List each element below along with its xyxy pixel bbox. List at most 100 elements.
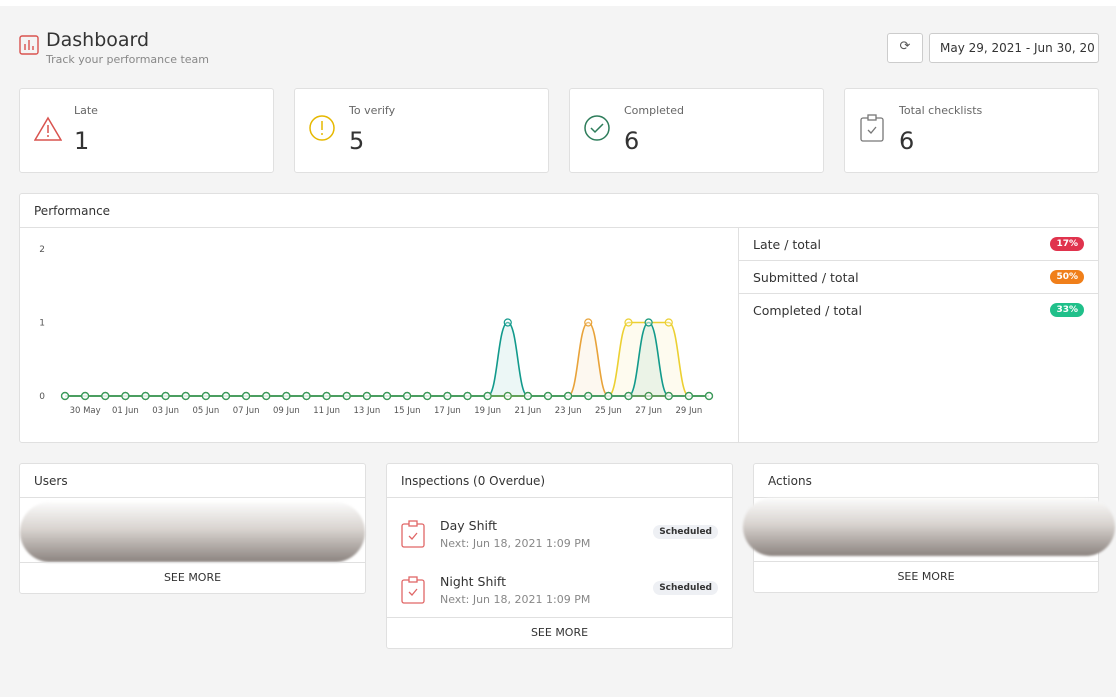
x-tick-label: 19 Jun (474, 406, 501, 416)
ratio-completed: Completed / total 33% (739, 294, 1098, 327)
series-area (65, 322, 709, 396)
data-point (342, 391, 351, 401)
ratio-list: Late / total 17% Submitted / total 50% Com… (738, 228, 1098, 442)
stat-value: 6 (899, 127, 915, 155)
data-point (282, 391, 291, 401)
clipboard-check-icon (860, 114, 884, 142)
exclamation-circle-icon (309, 115, 335, 141)
x-tick-label: 09 Jun (273, 406, 300, 416)
clipboard-check-icon (401, 520, 425, 548)
inspection-item[interactable]: Night Shift Next: Jun 18, 2021 1:09 PM S… (387, 564, 732, 620)
data-point (181, 391, 190, 401)
data-point (664, 318, 673, 327)
ratio-badge: 50% (1050, 270, 1084, 284)
x-tick-label: 11 Jun (313, 406, 340, 416)
refresh-icon: ⟳ (899, 39, 911, 54)
data-point (221, 391, 231, 401)
data-point (584, 318, 593, 327)
x-tick-label: 25 Jun (595, 406, 622, 416)
data-point (503, 318, 512, 327)
users-panel: Users SEE MORE (19, 463, 366, 594)
ratio-label: Late / total (753, 237, 821, 252)
panel-title: Users (20, 464, 365, 498)
data-point (302, 391, 311, 401)
page-title: Dashboard (46, 29, 150, 51)
blurred-content (20, 502, 365, 562)
data-point (141, 391, 150, 401)
data-point (443, 391, 452, 401)
data-point (161, 391, 170, 401)
stat-label: To verify (349, 104, 396, 117)
date-range-input[interactable]: May 29, 2021 - Jun 30, 20 (929, 33, 1099, 63)
data-point (644, 318, 653, 327)
data-point (644, 391, 653, 401)
x-tick-label: 17 Jun (434, 406, 461, 416)
x-tick-label: 21 Jun (514, 406, 541, 416)
data-point (463, 391, 472, 401)
inspection-name: Day Shift (440, 518, 498, 533)
series-line (65, 321, 709, 397)
stat-label: Completed (624, 104, 684, 117)
performance-panel: Performance 0 1 2 30 May 01 Jun 03 Jun 05 Jun 0… (19, 193, 1099, 443)
inspection-item[interactable]: Day Shift Next: Jun 18, 2021 1:09 PM Sch… (387, 508, 732, 564)
x-tick-label: 05 Jun (192, 406, 219, 416)
stat-late: Late 1 (19, 88, 274, 173)
data-point (604, 391, 613, 401)
data-point (684, 391, 693, 401)
stat-completed: Completed 6 (569, 88, 824, 173)
data-point (483, 391, 492, 401)
data-point (322, 391, 331, 401)
x-tick-label: 03 Jun (152, 406, 179, 416)
bar-chart-icon (19, 35, 39, 55)
performance-chart: 0 1 2 30 May 01 Jun 03 Jun 05 Jun 07 Jun 09 Jun 1… (39, 245, 714, 416)
series-area (65, 322, 709, 396)
stat-value: 1 (74, 127, 90, 155)
data-point (242, 391, 251, 401)
data-point (543, 391, 553, 401)
stat-value: 5 (349, 127, 365, 155)
refresh-button[interactable]: ⟳ (887, 33, 923, 63)
blurred-content (743, 498, 1115, 556)
inspection-next: Next: Jun 18, 2021 1:09 PM (440, 593, 591, 606)
ratio-submitted: Submitted / total 50% (739, 261, 1098, 294)
inspection-name: Night Shift (440, 574, 506, 589)
x-tick-label: 07 Jun (233, 406, 260, 416)
data-point (81, 391, 90, 401)
data-point (584, 391, 593, 401)
data-point (60, 391, 70, 401)
stat-total-checklists: Total checklists 6 (844, 88, 1099, 173)
stat-value: 6 (624, 127, 640, 155)
data-point (201, 391, 210, 401)
ratio-badge: 33% (1050, 303, 1084, 317)
users-see-more-button[interactable]: SEE MORE (20, 562, 365, 593)
stat-to-verify: To verify 5 (294, 88, 549, 173)
data-point (382, 391, 392, 401)
panel-title: Actions (754, 464, 1098, 498)
data-point (403, 391, 412, 401)
x-tick-label: 01 Jun (112, 406, 139, 416)
data-point (101, 391, 110, 401)
status-badge: Scheduled (653, 581, 718, 595)
stat-label: Total checklists (899, 104, 983, 117)
data-point (121, 391, 130, 401)
x-tick-label: 30 May (70, 406, 101, 416)
data-point (664, 391, 673, 401)
data-point (423, 391, 432, 401)
inspections-see-more-button[interactable]: SEE MORE (387, 617, 732, 648)
inspection-next: Next: Jun 18, 2021 1:09 PM (440, 537, 591, 550)
data-point (503, 391, 512, 401)
x-tick-label: 15 Jun (394, 406, 421, 416)
ratio-late: Late / total 17% (739, 228, 1098, 261)
series-area (65, 322, 709, 396)
ratio-label: Completed / total (753, 303, 862, 318)
x-tick-label: 13 Jun (353, 406, 380, 416)
actions-see-more-button[interactable]: SEE MORE (754, 561, 1098, 592)
y-tick-label: 2 (39, 245, 45, 255)
panel-title: Inspections (0 Overdue) (387, 464, 732, 498)
warning-icon (34, 116, 62, 141)
check-circle-icon (584, 115, 610, 141)
clipboard-check-icon (401, 576, 425, 604)
y-tick-label: 1 (39, 319, 45, 329)
panel-title: Performance (20, 194, 1098, 228)
series-line (65, 321, 709, 397)
